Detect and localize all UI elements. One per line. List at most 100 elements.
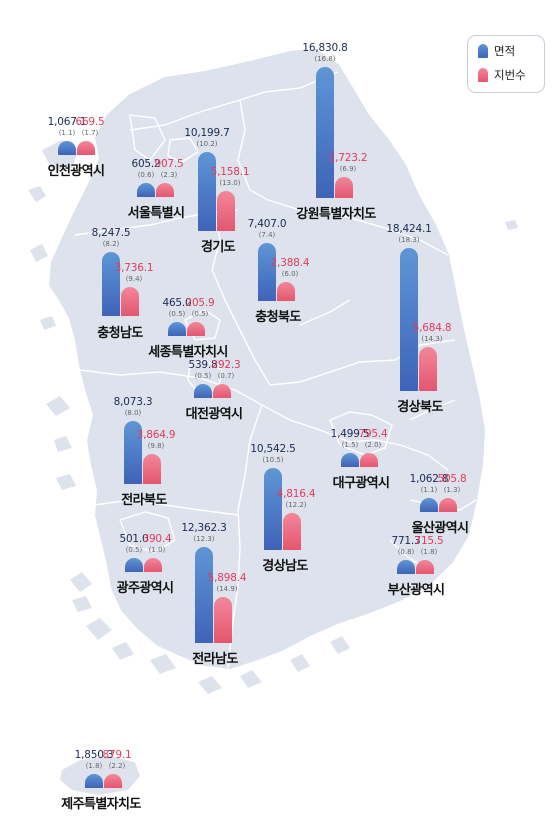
area-share-label: (1.8) bbox=[85, 761, 103, 770]
lots-value-label: 907.5 bbox=[154, 158, 184, 170]
lots-share-label: (0.7) bbox=[217, 372, 235, 380]
lots-share-label: (14.9) bbox=[216, 585, 238, 594]
legend-lots-label: 지번수 bbox=[494, 68, 526, 82]
lots-value-label: 2,723.2 bbox=[328, 151, 368, 164]
bar-area bbox=[264, 467, 282, 550]
islands bbox=[28, 140, 518, 694]
area-value-label: 771.3 bbox=[391, 535, 421, 547]
lots-value-label: 3,864.9 bbox=[136, 428, 176, 441]
area-value-label: 1,062.8 bbox=[409, 473, 449, 485]
area-share-label: (10.5) bbox=[262, 455, 284, 464]
lots-share-label: (9.8) bbox=[147, 441, 165, 450]
lots-value-label: 5,898.4 bbox=[207, 572, 247, 585]
area-value-label: 10,199.7 bbox=[184, 126, 230, 139]
bar-area bbox=[102, 251, 120, 316]
area-share-label: (0.5) bbox=[125, 546, 143, 554]
area-value-label: 1,850.3 bbox=[74, 748, 114, 761]
lots-share-label: (2.3) bbox=[160, 171, 178, 179]
area-value-label: 18,424.1 bbox=[386, 222, 432, 235]
bar-lots bbox=[217, 190, 235, 231]
region-name: 전라남도 bbox=[192, 652, 238, 667]
bar-lots bbox=[335, 176, 353, 198]
legend-item-area: 면적 bbox=[478, 44, 515, 58]
area-share-label: (8.0) bbox=[124, 409, 142, 418]
lots-share-label: (6.9) bbox=[339, 164, 357, 173]
bar-area bbox=[258, 243, 276, 301]
bar-area bbox=[124, 421, 142, 484]
area-value-label: 12,362.3 bbox=[181, 521, 227, 534]
region-name: 세종특별자치시 bbox=[148, 345, 228, 360]
lots-value-label: 205.9 bbox=[185, 297, 215, 309]
region-name: 경기도 bbox=[200, 240, 236, 255]
bar-area bbox=[400, 247, 418, 391]
lots-value-label: 505.8 bbox=[437, 473, 467, 485]
bar-area bbox=[168, 322, 186, 336]
region-name: 대전광역시 bbox=[185, 407, 243, 422]
region-name: 대구광역시 bbox=[332, 476, 390, 491]
lots-share-label: (14.3) bbox=[421, 334, 443, 343]
bar-lots bbox=[277, 282, 295, 301]
region-name: 인천광역시 bbox=[47, 164, 105, 179]
area-value-label: 501.0 bbox=[119, 533, 149, 545]
bar-area bbox=[397, 560, 415, 574]
lots-value-label: 4,816.4 bbox=[276, 487, 316, 500]
area-share-label: (12.3) bbox=[193, 534, 215, 543]
region-name: 제주특별자치도 bbox=[61, 797, 141, 812]
lots-share-label: (1.3) bbox=[443, 486, 461, 494]
area-value-label: 8,247.5 bbox=[91, 226, 131, 239]
bar-area bbox=[58, 141, 76, 155]
legend-lots-swatch bbox=[478, 68, 488, 82]
lots-share-label: (2.0) bbox=[364, 441, 382, 449]
lots-share-label: (1.7) bbox=[81, 129, 99, 137]
bar-area bbox=[195, 546, 213, 643]
lots-share-label: (1.8) bbox=[420, 548, 438, 556]
lots-value-label: 669.5 bbox=[75, 116, 105, 128]
area-value-label: 10,542.5 bbox=[250, 442, 296, 455]
bar-area bbox=[194, 384, 212, 398]
bar-lots bbox=[77, 141, 95, 155]
region-name: 서울특별시 bbox=[127, 206, 185, 221]
bar-area bbox=[137, 183, 155, 197]
area-share-label: (7.4) bbox=[258, 231, 276, 240]
area-value-label: 465.0 bbox=[162, 297, 192, 309]
area-share-label: (1.1) bbox=[58, 129, 76, 137]
region-name: 경상북도 bbox=[397, 400, 443, 415]
region-name: 전라북도 bbox=[121, 493, 167, 508]
bar-lots bbox=[213, 384, 231, 398]
legend-area-label: 면적 bbox=[494, 44, 516, 58]
lots-value-label: 879.1 bbox=[102, 749, 132, 761]
region-name: 울산광역시 bbox=[411, 521, 469, 536]
lots-value-label: 715.5 bbox=[414, 535, 444, 547]
area-value-label: 605.2 bbox=[131, 158, 161, 170]
region-name: 충청북도 bbox=[255, 310, 301, 325]
area-value-label: 1,067.1 bbox=[47, 116, 87, 128]
lots-share-label: (6.0) bbox=[281, 270, 299, 279]
lots-value-label: 795.4 bbox=[358, 428, 388, 440]
area-share-label: (16.8) bbox=[314, 55, 336, 64]
region-name: 부산광역시 bbox=[387, 583, 445, 598]
region-name: 광주광역시 bbox=[116, 581, 174, 596]
area-share-label: (1.1) bbox=[420, 486, 438, 494]
bar-lots bbox=[143, 453, 161, 484]
area-value-label: 8,073.3 bbox=[113, 396, 153, 409]
lots-share-label: (9.4) bbox=[125, 274, 143, 283]
lots-value-label: 5,158.1 bbox=[210, 165, 250, 178]
lots-value-label: 2,388.4 bbox=[270, 257, 310, 270]
lots-value-label: 390.4 bbox=[142, 533, 172, 545]
area-share-label: (0.6) bbox=[137, 171, 155, 179]
bar-area bbox=[85, 773, 103, 788]
lots-value-label: 3,736.1 bbox=[114, 261, 154, 274]
region-name: 충청남도 bbox=[97, 326, 143, 341]
bar-area bbox=[125, 558, 143, 572]
area-share-label: (0.5) bbox=[168, 310, 186, 318]
area-share-label: (0.8) bbox=[397, 548, 415, 556]
legend-area-swatch bbox=[478, 44, 488, 58]
lots-share-label: (13.0) bbox=[219, 178, 241, 187]
lots-value-label: 292.3 bbox=[211, 359, 241, 371]
bar-lots bbox=[121, 286, 139, 316]
bar-lots bbox=[156, 183, 174, 197]
bar-lots bbox=[283, 512, 301, 550]
legend-item-lots: 지번수 bbox=[478, 68, 526, 82]
lots-share-label: (12.2) bbox=[285, 500, 307, 509]
